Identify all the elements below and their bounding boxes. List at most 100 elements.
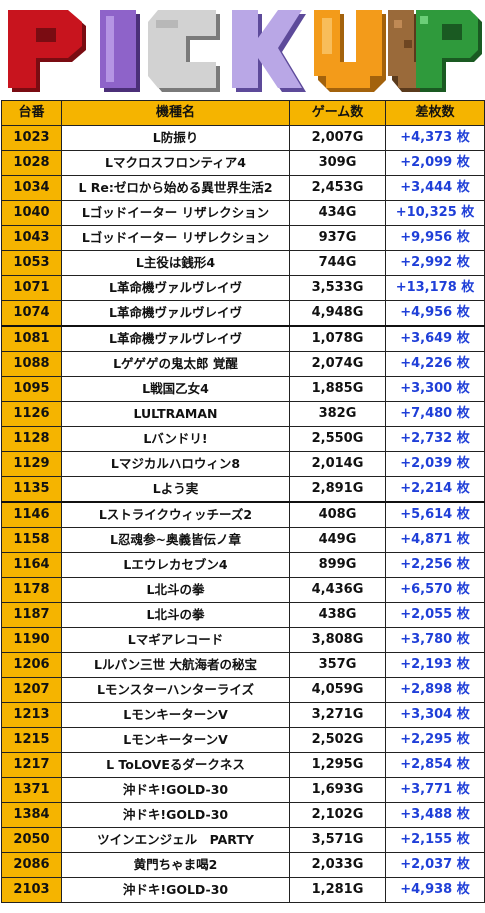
coin-difference: +4,373 枚 (385, 125, 485, 151)
coin-difference: +6,570 枚 (385, 577, 485, 603)
game-count: 2,102G (289, 802, 386, 828)
game-count: 1,295G (289, 752, 386, 778)
table-row: 1158 L忍魂参~奥義皆伝ノ章 449G +4,871 枚 (1, 527, 485, 553)
machine-name: LULTRAMAN (61, 401, 290, 427)
header-machine-name: 機種名 (61, 100, 290, 126)
machine-name: Lルパン三世 大航海者の秘宝 (61, 652, 290, 678)
coin-difference: +13,178 枚 (385, 275, 485, 301)
table-row: 1128 Lバンドリ! 2,550G +2,732 枚 (1, 426, 485, 452)
machine-number: 1034 (1, 175, 62, 201)
game-count: 1,281G (289, 877, 386, 903)
machine-number: 1128 (1, 426, 62, 452)
table-row: 1187 L北斗の拳 438G +2,055 枚 (1, 602, 485, 628)
game-count: 2,033G (289, 852, 386, 878)
machine-name: L忍魂参~奥義皆伝ノ章 (61, 527, 290, 553)
game-count: 434G (289, 200, 386, 226)
machine-number: 1158 (1, 527, 62, 553)
table-body: 1023 L防振り 2,007G +4,373 枚 1028 Lマクロスフロンティア4 3… (1, 125, 485, 903)
machine-name: Lバンドリ! (61, 426, 290, 452)
machine-number: 1206 (1, 652, 62, 678)
pickup-banner (0, 0, 485, 100)
machine-name: Lマクロスフロンティア4 (61, 150, 290, 176)
coin-difference: +2,214 枚 (385, 476, 485, 503)
table-row: 1371 沖ドキ!GOLD-30 1,693G +3,771 枚 (1, 777, 485, 803)
machine-number: 2086 (1, 852, 62, 878)
machine-number: 2050 (1, 827, 62, 853)
table-row: 1190 Lマギアレコード 3,808G +3,780 枚 (1, 627, 485, 653)
machine-number: 1215 (1, 727, 62, 753)
machine-name: Lよう実 (61, 476, 290, 503)
coin-difference: +3,304 枚 (385, 702, 485, 728)
machine-name: 沖ドキ!GOLD-30 (61, 802, 290, 828)
machine-number: 1043 (1, 225, 62, 251)
machine-number: 1384 (1, 802, 62, 828)
machine-name: L革命機ヴァルヴレイヴ (61, 275, 290, 301)
coin-difference: +2,295 枚 (385, 727, 485, 753)
machine-number: 1040 (1, 200, 62, 226)
coin-difference: +3,444 枚 (385, 175, 485, 201)
machine-number: 1164 (1, 552, 62, 578)
table-row: 1043 Lゴッドイーター リザレクション 937G +9,956 枚 (1, 225, 485, 251)
machine-name: Lエウレカセブン4 (61, 552, 290, 578)
machine-number: 1207 (1, 677, 62, 703)
table-row: 1135 Lよう実 2,891G +2,214 枚 (1, 476, 485, 503)
machine-number: 1187 (1, 602, 62, 628)
game-count: 309G (289, 150, 386, 176)
table-row: 1129 Lマジカルハロウィン8 2,014G +2,039 枚 (1, 451, 485, 477)
machine-name: 沖ドキ!GOLD-30 (61, 877, 290, 903)
table-row: 1034 L Re:ゼロから始める異世界生活2 2,453G +3,444 枚 (1, 175, 485, 201)
game-count: 2,891G (289, 476, 386, 503)
coin-difference: +4,938 枚 (385, 877, 485, 903)
table-row: 1213 LモンキーターンV 3,271G +3,304 枚 (1, 702, 485, 728)
machine-name: L戦国乙女4 (61, 376, 290, 402)
machine-number: 1178 (1, 577, 62, 603)
machine-number: 1023 (1, 125, 62, 151)
table-row: 1028 Lマクロスフロンティア4 309G +2,099 枚 (1, 150, 485, 176)
header-game-count: ゲーム数 (289, 100, 386, 126)
machine-name: Lゴッドイーター リザレクション (61, 225, 290, 251)
coin-difference: +4,956 枚 (385, 300, 485, 327)
machine-name: Lマジカルハロウィン8 (61, 451, 290, 477)
coin-difference: +2,193 枚 (385, 652, 485, 678)
table-row: 1384 沖ドキ!GOLD-30 2,102G +3,488 枚 (1, 802, 485, 828)
machine-number: 1081 (1, 325, 62, 352)
coin-difference: +2,992 枚 (385, 250, 485, 276)
game-count: 438G (289, 602, 386, 628)
logo-letter-u (314, 10, 386, 92)
machine-number: 1074 (1, 300, 62, 327)
game-count: 1,693G (289, 777, 386, 803)
machine-number: 1126 (1, 401, 62, 427)
table-row: 1215 LモンキーターンV 2,502G +2,295 枚 (1, 727, 485, 753)
game-count: 408G (289, 501, 386, 528)
coin-difference: +2,055 枚 (385, 602, 485, 628)
machine-number: 1095 (1, 376, 62, 402)
machine-name: L主役は銭形4 (61, 250, 290, 276)
logo-letter-p-2 (416, 10, 482, 92)
table-row: 1074 L革命機ヴァルヴレイヴ 4,948G +4,956 枚 (1, 300, 485, 327)
game-count: 382G (289, 401, 386, 427)
table-row: 1088 Lゲゲゲの鬼太郎 覚醒 2,074G +4,226 枚 (1, 351, 485, 377)
machine-number: 1071 (1, 275, 62, 301)
table-row: 1071 L革命機ヴァルヴレイヴ 3,533G +13,178 枚 (1, 275, 485, 301)
table-row: 1164 Lエウレカセブン4 899G +2,256 枚 (1, 552, 485, 578)
table-row: 1081 L革命機ヴァルヴレイヴ 1,078G +3,649 枚 (1, 325, 485, 352)
game-count: 2,453G (289, 175, 386, 201)
table-row: 1126 LULTRAMAN 382G +7,480 枚 (1, 401, 485, 427)
game-count: 899G (289, 552, 386, 578)
table-row: 1053 L主役は銭形4 744G +2,992 枚 (1, 250, 485, 276)
game-count: 2,007G (289, 125, 386, 151)
coin-difference: +2,039 枚 (385, 451, 485, 477)
coin-difference: +4,226 枚 (385, 351, 485, 377)
machine-number: 1213 (1, 702, 62, 728)
game-count: 3,533G (289, 275, 386, 301)
coin-difference: +2,732 枚 (385, 426, 485, 452)
game-count: 2,502G (289, 727, 386, 753)
machine-number: 1028 (1, 150, 62, 176)
table-row: 1040 Lゴッドイーター リザレクション 434G +10,325 枚 (1, 200, 485, 226)
logo-letter-c (148, 10, 220, 92)
game-count: 3,808G (289, 627, 386, 653)
machine-name: Lゴッドイーター リザレクション (61, 200, 290, 226)
machine-name: L Re:ゼロから始める異世界生活2 (61, 175, 290, 201)
machine-name: Lマギアレコード (61, 627, 290, 653)
